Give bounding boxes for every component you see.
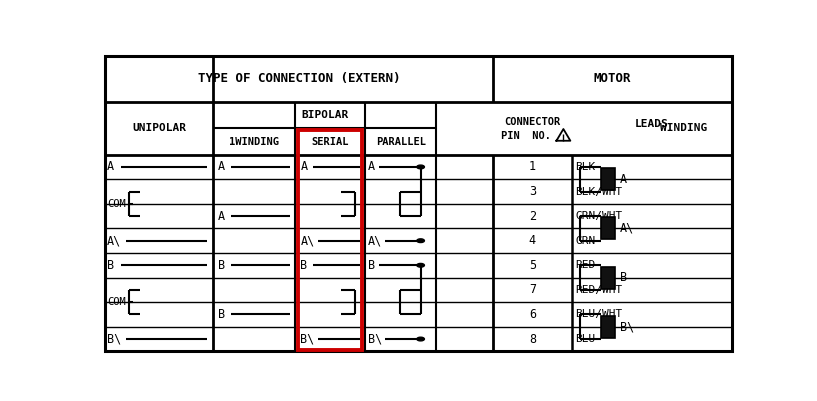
Text: B\: B\ <box>368 332 382 346</box>
Text: A: A <box>368 160 375 174</box>
Text: SERIAL: SERIAL <box>311 136 349 146</box>
Bar <box>601 217 615 239</box>
Bar <box>601 168 615 190</box>
Circle shape <box>417 239 424 243</box>
Text: A: A <box>301 160 307 174</box>
Text: 4: 4 <box>529 234 536 247</box>
Text: A: A <box>218 210 225 223</box>
Text: A\: A\ <box>107 234 122 247</box>
Text: MOTOR: MOTOR <box>594 73 632 85</box>
Text: COM: COM <box>107 297 126 307</box>
Text: B: B <box>218 259 225 272</box>
Text: BLK/WHT: BLK/WHT <box>575 186 623 196</box>
Bar <box>601 267 615 289</box>
Text: UNIPOLAR: UNIPOLAR <box>132 124 186 134</box>
Text: GRN/WHT: GRN/WHT <box>575 211 623 221</box>
Text: A: A <box>107 160 114 174</box>
Text: A: A <box>218 160 225 174</box>
Text: B\: B\ <box>107 332 122 346</box>
Text: RED/WHT: RED/WHT <box>575 285 623 295</box>
Circle shape <box>417 165 424 169</box>
Text: B\: B\ <box>301 332 315 346</box>
Text: 3: 3 <box>529 185 536 198</box>
Text: 7: 7 <box>529 284 536 296</box>
Text: B: B <box>368 259 375 272</box>
Text: BLK: BLK <box>575 162 596 172</box>
Text: 1WINDING: 1WINDING <box>229 136 279 146</box>
Text: RED: RED <box>575 260 596 270</box>
Text: 1: 1 <box>529 160 536 174</box>
Text: BLU: BLU <box>575 334 596 344</box>
Text: B: B <box>218 308 225 321</box>
Text: GRN: GRN <box>575 236 596 246</box>
Circle shape <box>417 263 424 267</box>
Text: B: B <box>301 259 307 272</box>
Text: B: B <box>620 271 627 284</box>
Text: A\: A\ <box>301 234 315 247</box>
Text: B\: B\ <box>620 320 634 333</box>
Text: 2: 2 <box>529 210 536 223</box>
Text: B: B <box>107 259 114 272</box>
Text: 5: 5 <box>529 259 536 272</box>
Text: TYPE OF CONNECTION (EXTERN): TYPE OF CONNECTION (EXTERN) <box>198 73 400 85</box>
Text: PIN  NO.: PIN NO. <box>501 131 551 141</box>
Circle shape <box>417 337 424 341</box>
Text: 6: 6 <box>529 308 536 321</box>
Text: COM: COM <box>107 199 126 209</box>
Text: A: A <box>620 173 627 186</box>
Text: A\: A\ <box>368 234 382 247</box>
Text: WINDING: WINDING <box>660 124 708 134</box>
Bar <box>297 130 363 350</box>
Text: BLU/WHT: BLU/WHT <box>575 310 623 320</box>
Text: PARALLEL: PARALLEL <box>376 136 426 146</box>
Text: LEADS: LEADS <box>635 119 669 129</box>
Bar <box>601 316 615 338</box>
Text: 8: 8 <box>529 332 536 346</box>
Text: CONNECTOR: CONNECTOR <box>504 117 560 127</box>
Text: BIPOLAR: BIPOLAR <box>301 110 348 120</box>
Text: A\: A\ <box>620 222 634 235</box>
